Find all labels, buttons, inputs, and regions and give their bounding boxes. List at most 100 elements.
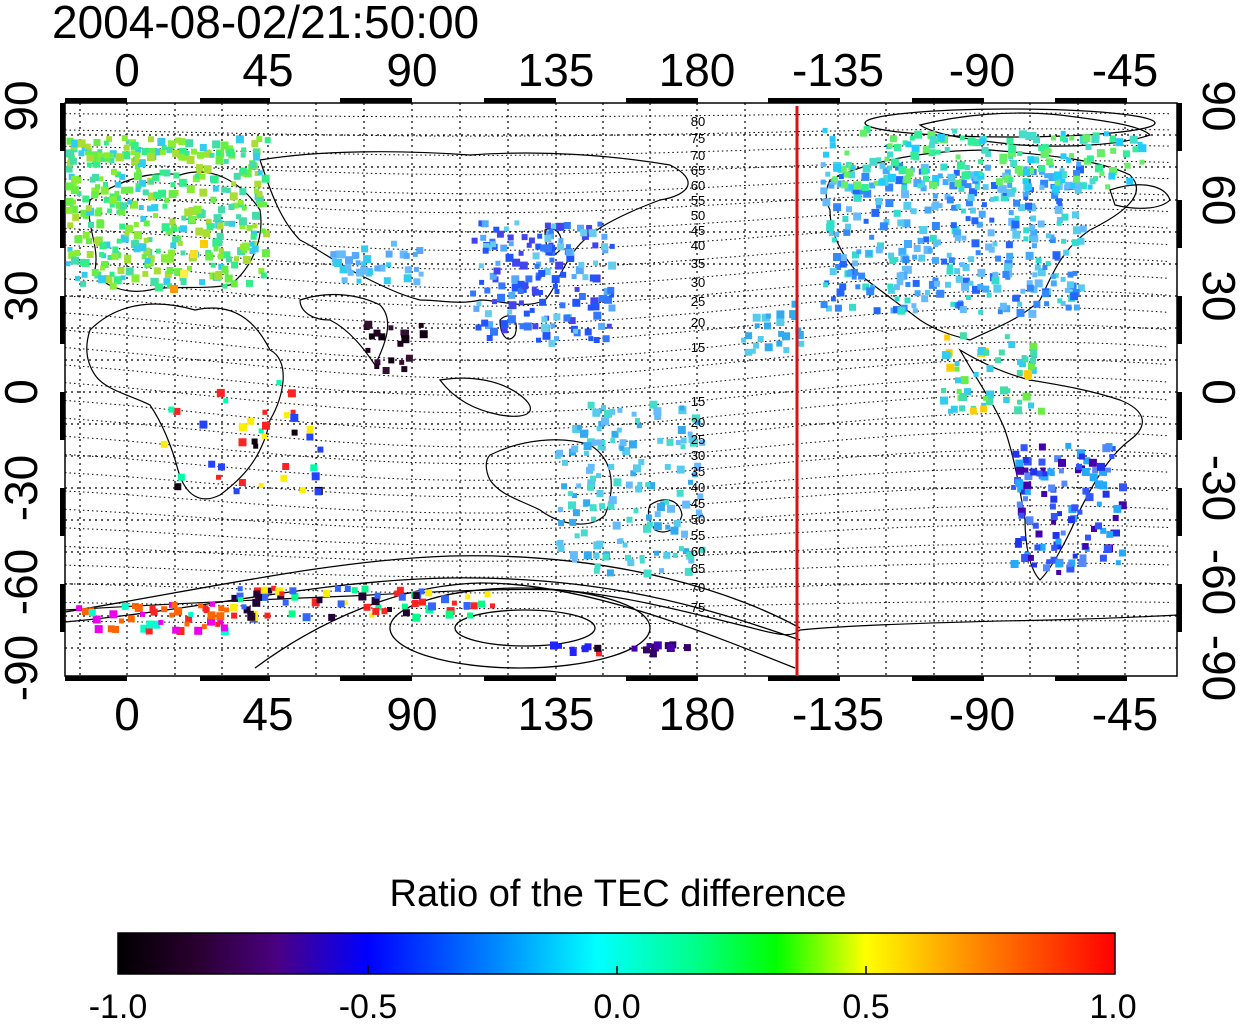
contour-label: 50	[691, 512, 705, 527]
tec-pixel	[596, 426, 602, 432]
tec-pixel	[238, 479, 246, 486]
tec-pixel	[983, 395, 989, 401]
tec-pixel	[560, 271, 567, 278]
tec-pixel	[828, 182, 835, 189]
tec-pixel	[86, 154, 94, 162]
tec-pixel	[1029, 358, 1036, 364]
tec-pixel	[888, 252, 895, 259]
tec-pixel	[104, 275, 113, 284]
tec-pixel	[954, 361, 960, 367]
tec-pixel	[876, 203, 882, 209]
tec-pixel	[981, 402, 987, 408]
tec-pixel	[1028, 402, 1034, 409]
tec-pixel	[210, 262, 216, 268]
tec-pixel	[411, 600, 419, 607]
tec-pixel	[954, 179, 962, 187]
tec-pixel	[625, 481, 633, 489]
tec-pixel	[1023, 227, 1030, 234]
tec-pixel	[831, 237, 837, 243]
tec-pixel	[923, 175, 929, 182]
tec-pixel	[986, 390, 995, 399]
tec-pixel	[215, 621, 221, 627]
tec-pixel	[134, 604, 143, 612]
tec-pixel	[680, 444, 686, 450]
tec-pixel	[1033, 136, 1040, 144]
tec-pixel	[853, 212, 862, 221]
tec-pixel	[625, 554, 631, 561]
tec-pixel	[1054, 255, 1060, 261]
tec-pixel	[261, 174, 270, 183]
tec-pixel	[666, 644, 675, 652]
tec-pixel	[216, 388, 225, 397]
tec-pixel	[218, 206, 225, 214]
tec-pixel	[678, 546, 684, 552]
tec-pixel	[167, 146, 174, 153]
tec-pixel	[199, 173, 206, 180]
tec-pixel	[1077, 284, 1085, 292]
tec-pixel	[1102, 490, 1110, 498]
tec-pixel	[124, 256, 132, 264]
tec-pixel	[924, 290, 930, 295]
tec-pixel	[217, 618, 224, 625]
tec-pixel	[583, 551, 592, 560]
tec-pixel	[910, 151, 919, 160]
tec-pixel	[562, 459, 568, 466]
tec-pixel	[256, 136, 263, 143]
tec-pixel	[115, 201, 123, 209]
tec-pixel	[561, 483, 568, 490]
tec-pixel	[912, 254, 918, 260]
tec-pixel	[207, 617, 215, 626]
tec-pixel	[923, 236, 930, 243]
tec-pixel	[262, 409, 268, 415]
tec-pixel	[106, 136, 113, 143]
tec-data-pixels	[65, 126, 1147, 658]
tec-pixel	[1025, 251, 1034, 260]
tec-pixel	[125, 224, 134, 233]
tec-pixel	[839, 165, 847, 173]
contour-label: 70	[691, 148, 705, 163]
contour-label: 20	[691, 415, 705, 430]
tec-pixel	[601, 404, 606, 410]
tec-pixel	[1072, 226, 1081, 235]
tec-pixel	[840, 254, 847, 261]
tec-pixel	[904, 297, 911, 304]
contour-line	[65, 359, 1170, 396]
tec-pixel	[1053, 175, 1059, 181]
tec-pixel	[382, 367, 390, 374]
tec-pixel	[588, 336, 594, 342]
tec-pixel	[898, 280, 904, 286]
tec-pixel	[883, 219, 890, 225]
tec-pixel	[608, 463, 615, 470]
tec-pixel	[80, 280, 87, 287]
tec-pixel	[984, 164, 991, 171]
tec-pixel	[860, 129, 867, 137]
tec-pixel	[894, 296, 900, 302]
tec-pixel	[820, 301, 828, 309]
tec-pixel	[1015, 459, 1024, 468]
tec-pixel	[518, 300, 524, 306]
tec-pixel	[557, 506, 563, 512]
tec-pixel	[328, 613, 336, 621]
tec-pixel	[554, 289, 560, 294]
tec-pixel	[946, 252, 952, 258]
tec-pixel	[177, 473, 185, 481]
tec-pixel	[363, 255, 372, 264]
tec-pixel	[958, 185, 965, 192]
tec-pixel	[667, 504, 675, 513]
tec-pixel	[680, 437, 687, 444]
tec-pixel	[572, 557, 578, 563]
tec-pixel	[638, 459, 645, 465]
tec-pixel	[1051, 519, 1057, 525]
tec-pixel	[1042, 265, 1048, 270]
tec-pixel	[489, 272, 497, 280]
tec-pixel	[119, 173, 126, 180]
tec-pixel	[1081, 468, 1090, 476]
tec-pixel	[903, 265, 912, 274]
tec-pixel	[1066, 281, 1074, 289]
tec-pixel	[555, 261, 564, 270]
tec-pixel	[975, 250, 981, 256]
tec-pixel	[1067, 516, 1075, 524]
tec-pixel	[1109, 454, 1115, 459]
tec-pixel	[822, 198, 831, 207]
tec-pixel	[161, 606, 168, 613]
